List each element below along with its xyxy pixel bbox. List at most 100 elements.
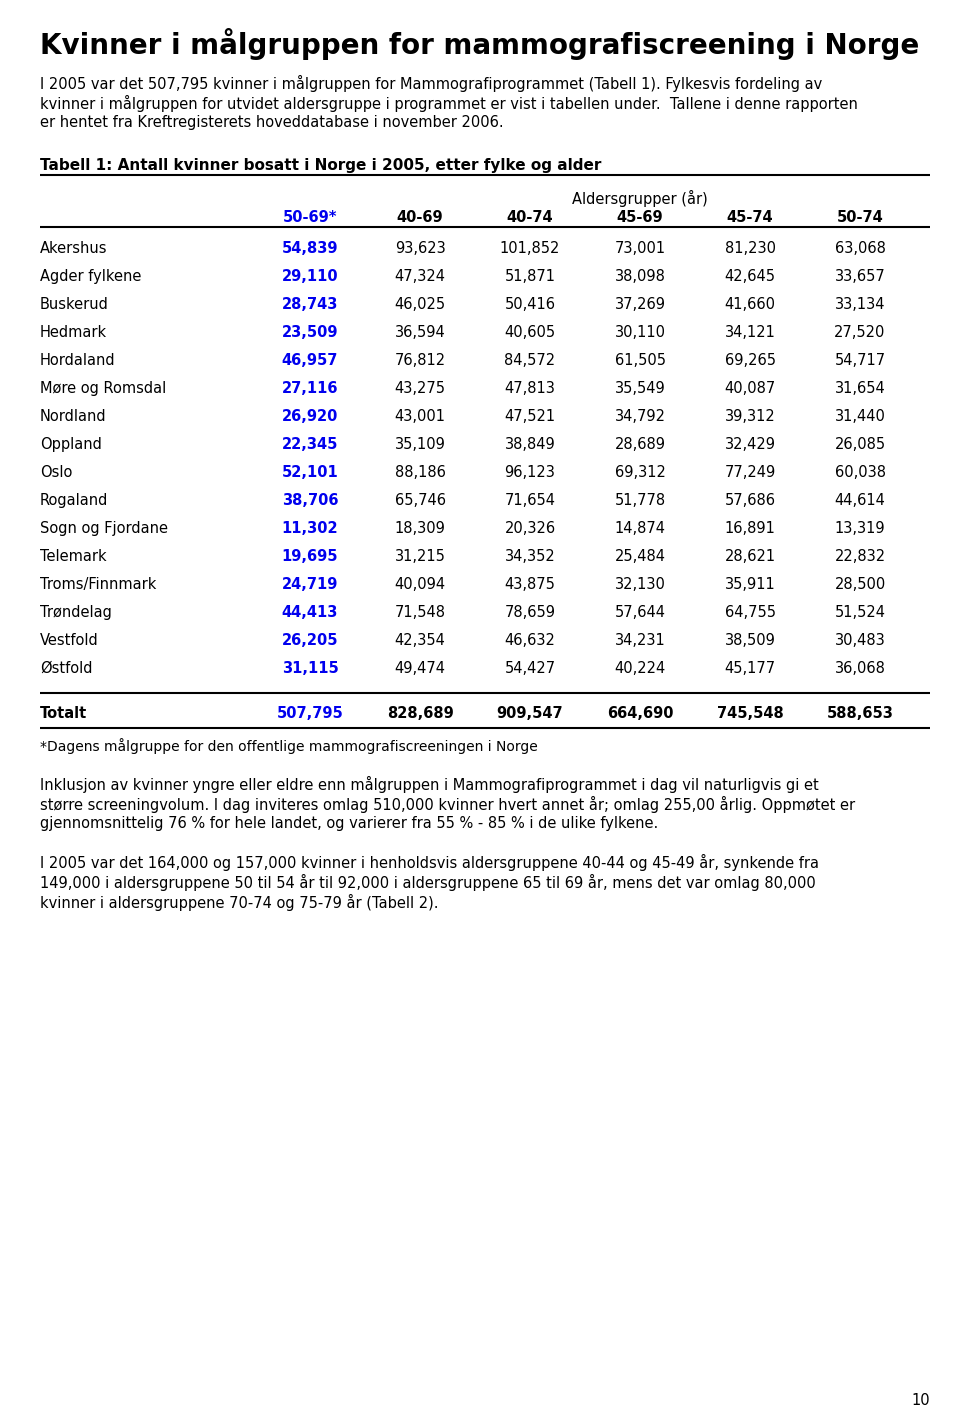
Text: 101,852: 101,852 <box>500 241 561 256</box>
Text: 54,839: 54,839 <box>281 241 338 256</box>
Text: 26,085: 26,085 <box>834 438 885 452</box>
Text: 36,068: 36,068 <box>834 661 885 675</box>
Text: 31,654: 31,654 <box>834 381 885 395</box>
Text: 40,087: 40,087 <box>725 381 776 395</box>
Text: Oppland: Oppland <box>40 438 102 452</box>
Text: 57,686: 57,686 <box>725 492 776 508</box>
Text: 33,657: 33,657 <box>834 269 885 284</box>
Text: Nordland: Nordland <box>40 409 107 424</box>
Text: kvinner i aldersgruppene 70-74 og 75-79 år (Tabell 2).: kvinner i aldersgruppene 70-74 og 75-79 … <box>40 893 439 910</box>
Text: 828,689: 828,689 <box>387 706 453 720</box>
Text: 45-69: 45-69 <box>616 210 663 225</box>
Text: 71,654: 71,654 <box>505 492 556 508</box>
Text: 32,429: 32,429 <box>725 438 776 452</box>
Text: 77,249: 77,249 <box>725 464 776 480</box>
Text: 664,690: 664,690 <box>607 706 673 720</box>
Text: 43,001: 43,001 <box>395 409 445 424</box>
Text: 47,521: 47,521 <box>504 409 556 424</box>
Text: 28,621: 28,621 <box>725 549 776 564</box>
Text: Kvinner i målgruppen for mammografiscreening i Norge: Kvinner i målgruppen for mammografiscree… <box>40 28 920 61</box>
Text: 40,605: 40,605 <box>504 325 556 340</box>
Text: 65,746: 65,746 <box>395 492 445 508</box>
Text: 33,134: 33,134 <box>835 297 885 312</box>
Text: Rogaland: Rogaland <box>40 492 108 508</box>
Text: 44,614: 44,614 <box>834 492 885 508</box>
Text: Vestfold: Vestfold <box>40 633 99 649</box>
Text: 14,874: 14,874 <box>614 521 665 536</box>
Text: 45-74: 45-74 <box>727 210 774 225</box>
Text: 61,505: 61,505 <box>614 353 665 369</box>
Text: 41,660: 41,660 <box>725 297 776 312</box>
Text: Totalt: Totalt <box>40 706 87 720</box>
Text: 31,215: 31,215 <box>395 549 445 564</box>
Text: 10: 10 <box>911 1393 930 1407</box>
Text: Buskerud: Buskerud <box>40 297 108 312</box>
Text: 46,632: 46,632 <box>505 633 556 649</box>
Text: 54,717: 54,717 <box>834 353 885 369</box>
Text: 30,110: 30,110 <box>614 325 665 340</box>
Text: 24,719: 24,719 <box>282 577 338 592</box>
Text: 64,755: 64,755 <box>725 605 776 620</box>
Text: Sogn og Fjordane: Sogn og Fjordane <box>40 521 168 536</box>
Text: 34,792: 34,792 <box>614 409 665 424</box>
Text: 28,743: 28,743 <box>282 297 338 312</box>
Text: 50-69*: 50-69* <box>283 210 337 225</box>
Text: 23,509: 23,509 <box>281 325 338 340</box>
Text: 47,324: 47,324 <box>395 269 445 284</box>
Text: 76,812: 76,812 <box>395 353 445 369</box>
Text: 22,345: 22,345 <box>282 438 338 452</box>
Text: 88,186: 88,186 <box>395 464 445 480</box>
Text: kvinner i målgruppen for utvidet aldersgruppe i programmet er vist i tabellen un: kvinner i målgruppen for utvidet aldersg… <box>40 96 858 113</box>
Text: Østfold: Østfold <box>40 661 92 675</box>
Text: 35,549: 35,549 <box>614 381 665 395</box>
Text: 28,500: 28,500 <box>834 577 886 592</box>
Text: 42,354: 42,354 <box>395 633 445 649</box>
Text: 22,832: 22,832 <box>834 549 885 564</box>
Text: 47,813: 47,813 <box>505 381 556 395</box>
Text: 50-74: 50-74 <box>836 210 883 225</box>
Text: 49,474: 49,474 <box>395 661 445 675</box>
Text: 26,920: 26,920 <box>282 409 338 424</box>
Text: 81,230: 81,230 <box>725 241 776 256</box>
Text: 46,025: 46,025 <box>395 297 445 312</box>
Text: 34,352: 34,352 <box>505 549 556 564</box>
Text: 30,483: 30,483 <box>834 633 885 649</box>
Text: 51,871: 51,871 <box>505 269 556 284</box>
Text: 588,653: 588,653 <box>827 706 894 720</box>
Text: 38,706: 38,706 <box>281 492 338 508</box>
Text: 29,110: 29,110 <box>281 269 338 284</box>
Text: gjennomsnittelig 76 % for hele landet, og varierer fra 55 % - 85 % i de ulike fy: gjennomsnittelig 76 % for hele landet, o… <box>40 816 659 832</box>
Text: 69,265: 69,265 <box>725 353 776 369</box>
Text: Oslo: Oslo <box>40 464 72 480</box>
Text: 28,689: 28,689 <box>614 438 665 452</box>
Text: 32,130: 32,130 <box>614 577 665 592</box>
Text: 13,319: 13,319 <box>834 521 885 536</box>
Text: 46,957: 46,957 <box>282 353 338 369</box>
Text: 42,645: 42,645 <box>725 269 776 284</box>
Text: større screeningvolum. I dag inviteres omlag 510,000 kvinner hvert annet år; oml: større screeningvolum. I dag inviteres o… <box>40 796 855 813</box>
Text: 34,121: 34,121 <box>725 325 776 340</box>
Text: 93,623: 93,623 <box>395 241 445 256</box>
Text: 27,520: 27,520 <box>834 325 886 340</box>
Text: 11,302: 11,302 <box>281 521 338 536</box>
Text: er hentet fra Kreftregisterets hoveddatabase i november 2006.: er hentet fra Kreftregisterets hoveddata… <box>40 115 504 129</box>
Text: 36,594: 36,594 <box>395 325 445 340</box>
Text: 78,659: 78,659 <box>505 605 556 620</box>
Text: Agder fylkene: Agder fylkene <box>40 269 141 284</box>
Text: 25,484: 25,484 <box>614 549 665 564</box>
Text: Aldersgrupper (år): Aldersgrupper (år) <box>572 190 708 207</box>
Text: 745,548: 745,548 <box>716 706 783 720</box>
Text: 38,509: 38,509 <box>725 633 776 649</box>
Text: I 2005 var det 164,000 og 157,000 kvinner i henholdsvis aldersgruppene 40-44 og : I 2005 var det 164,000 og 157,000 kvinne… <box>40 854 819 871</box>
Text: 18,309: 18,309 <box>395 521 445 536</box>
Text: 39,312: 39,312 <box>725 409 776 424</box>
Text: 909,547: 909,547 <box>496 706 564 720</box>
Text: Hedmark: Hedmark <box>40 325 108 340</box>
Text: 20,326: 20,326 <box>504 521 556 536</box>
Text: Møre og Romsdal: Møre og Romsdal <box>40 381 166 395</box>
Text: Akershus: Akershus <box>40 241 108 256</box>
Text: 38,849: 38,849 <box>505 438 556 452</box>
Text: 51,524: 51,524 <box>834 605 885 620</box>
Text: I 2005 var det 507,795 kvinner i målgruppen for Mammografiprogrammet (Tabell 1).: I 2005 var det 507,795 kvinner i målgrup… <box>40 75 823 91</box>
Text: 50,416: 50,416 <box>505 297 556 312</box>
